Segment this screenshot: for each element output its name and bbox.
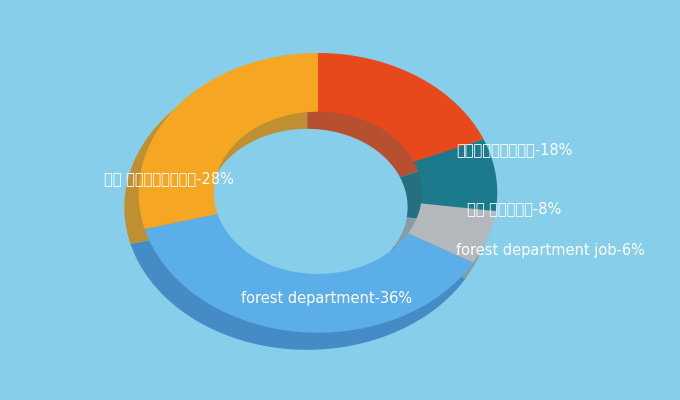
Text: বন বিভাগ-8%: বন বিভাগ-8%: [466, 202, 561, 216]
Polygon shape: [145, 214, 473, 333]
Polygon shape: [318, 53, 483, 162]
Polygon shape: [400, 152, 490, 226]
Polygon shape: [124, 64, 307, 244]
Text: বন অধিদপ্তর-28%: বন অধিদপ্তর-28%: [104, 171, 234, 186]
Polygon shape: [139, 53, 318, 229]
Polygon shape: [394, 217, 488, 278]
Text: forest department job-6%: forest department job-6%: [456, 243, 645, 258]
Polygon shape: [131, 228, 466, 350]
Text: forest department-36%: forest department-36%: [241, 291, 413, 306]
Polygon shape: [307, 64, 476, 177]
Polygon shape: [414, 139, 497, 211]
Text: বৃক্ষরোপণ-18%: বৃক্ষরোপণ-18%: [456, 142, 573, 157]
Polygon shape: [408, 204, 496, 263]
